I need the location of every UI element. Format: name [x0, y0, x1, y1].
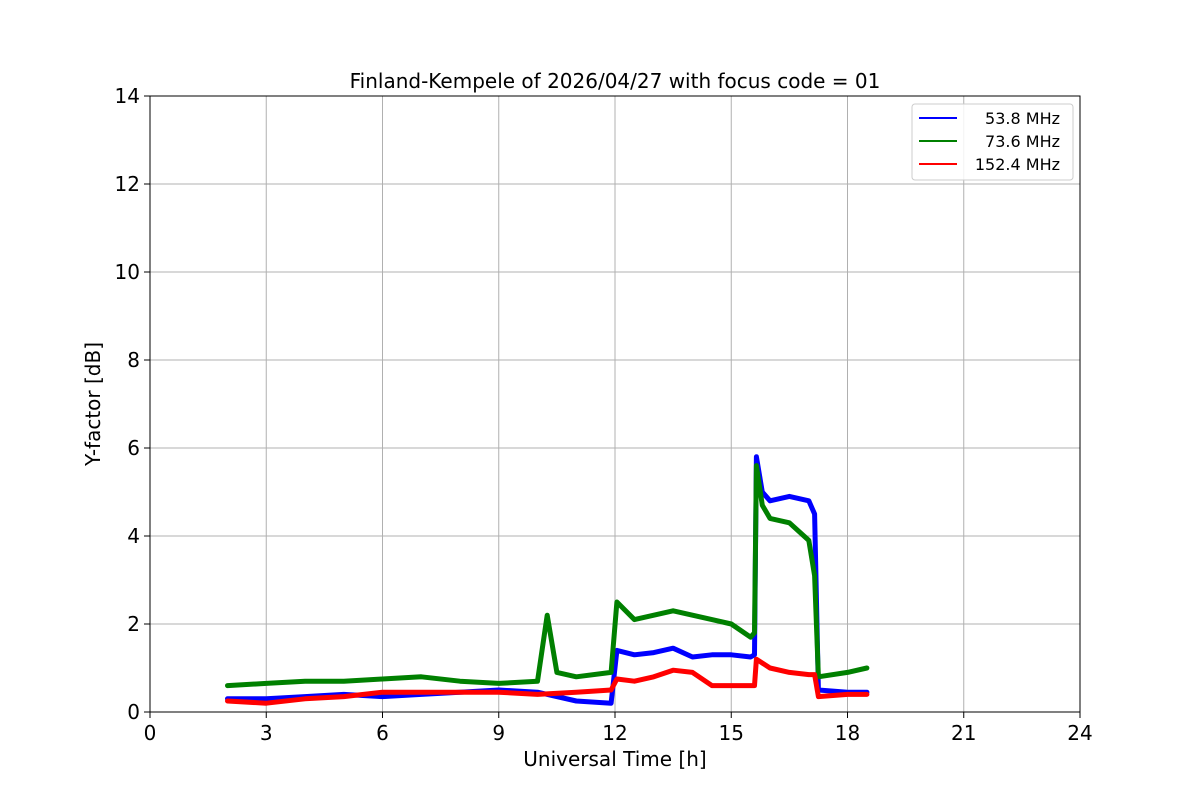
x-tick-label: 9	[492, 721, 505, 745]
x-tick-label: 18	[835, 721, 860, 745]
y-axis-label: Y-factor [dB]	[81, 342, 105, 467]
x-tick-label: 6	[376, 721, 389, 745]
y-tick-label: 2	[127, 612, 140, 636]
y-tick-label: 6	[127, 436, 140, 460]
x-tick-label: 3	[260, 721, 273, 745]
series-layer	[225, 454, 870, 706]
series-line-2	[225, 463, 870, 689]
x-tick-label: 12	[602, 721, 627, 745]
x-tick-label: 0	[144, 721, 157, 745]
y-tick-label: 0	[127, 700, 140, 724]
x-tick-label: 24	[1067, 721, 1092, 745]
legend-label: 152.4 MHz	[975, 155, 1060, 174]
x-tick-label: 21	[951, 721, 976, 745]
x-axis-label: Universal Time [h]	[523, 747, 706, 771]
legend-label: 73.6 MHz	[985, 132, 1060, 151]
x-tick-label: 15	[719, 721, 744, 745]
series-line-3	[225, 656, 870, 706]
y-tick-label: 8	[127, 348, 140, 372]
chart-title: Finland-Kempele of 2026/04/27 with focus…	[350, 69, 881, 93]
legend-label: 53.8 MHz	[985, 109, 1060, 128]
legend-box	[911, 103, 1074, 181]
y-tick-label: 4	[127, 524, 140, 548]
y-tick-label: 14	[115, 84, 140, 108]
series-line-1	[225, 454, 870, 706]
y-tick-label: 10	[115, 260, 140, 284]
y-tick-label: 12	[115, 172, 140, 196]
legend: 53.8 MHz 73.6 MHz 152.4 MHz	[911, 103, 1074, 181]
